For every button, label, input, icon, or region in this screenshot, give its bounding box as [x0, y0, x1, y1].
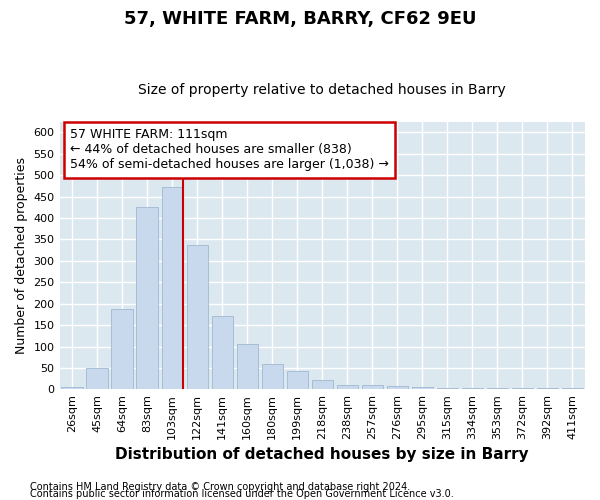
- Bar: [412, 387, 433, 390]
- Y-axis label: Number of detached properties: Number of detached properties: [15, 157, 28, 354]
- Bar: [236, 344, 258, 390]
- Text: 57, WHITE FARM, BARRY, CF62 9EU: 57, WHITE FARM, BARRY, CF62 9EU: [124, 10, 476, 28]
- Text: 57 WHITE FARM: 111sqm
← 44% of detached houses are smaller (838)
54% of semi-det: 57 WHITE FARM: 111sqm ← 44% of detached …: [70, 128, 389, 172]
- Bar: [161, 188, 183, 390]
- Bar: [61, 387, 83, 390]
- X-axis label: Distribution of detached houses by size in Barry: Distribution of detached houses by size …: [115, 448, 529, 462]
- Bar: [562, 388, 583, 390]
- Bar: [337, 385, 358, 390]
- Bar: [311, 380, 333, 390]
- Bar: [187, 244, 208, 390]
- Bar: [362, 385, 383, 390]
- Bar: [487, 388, 508, 390]
- Bar: [262, 364, 283, 390]
- Text: Contains HM Land Registry data © Crown copyright and database right 2024.: Contains HM Land Registry data © Crown c…: [30, 482, 410, 492]
- Text: Contains public sector information licensed under the Open Government Licence v3: Contains public sector information licen…: [30, 489, 454, 499]
- Bar: [136, 208, 158, 390]
- Bar: [287, 371, 308, 390]
- Title: Size of property relative to detached houses in Barry: Size of property relative to detached ho…: [139, 83, 506, 97]
- Bar: [462, 388, 483, 390]
- Bar: [537, 388, 558, 390]
- Bar: [212, 316, 233, 390]
- Bar: [437, 388, 458, 390]
- Bar: [86, 368, 108, 390]
- Bar: [112, 309, 133, 390]
- Bar: [387, 386, 408, 390]
- Bar: [512, 388, 533, 390]
